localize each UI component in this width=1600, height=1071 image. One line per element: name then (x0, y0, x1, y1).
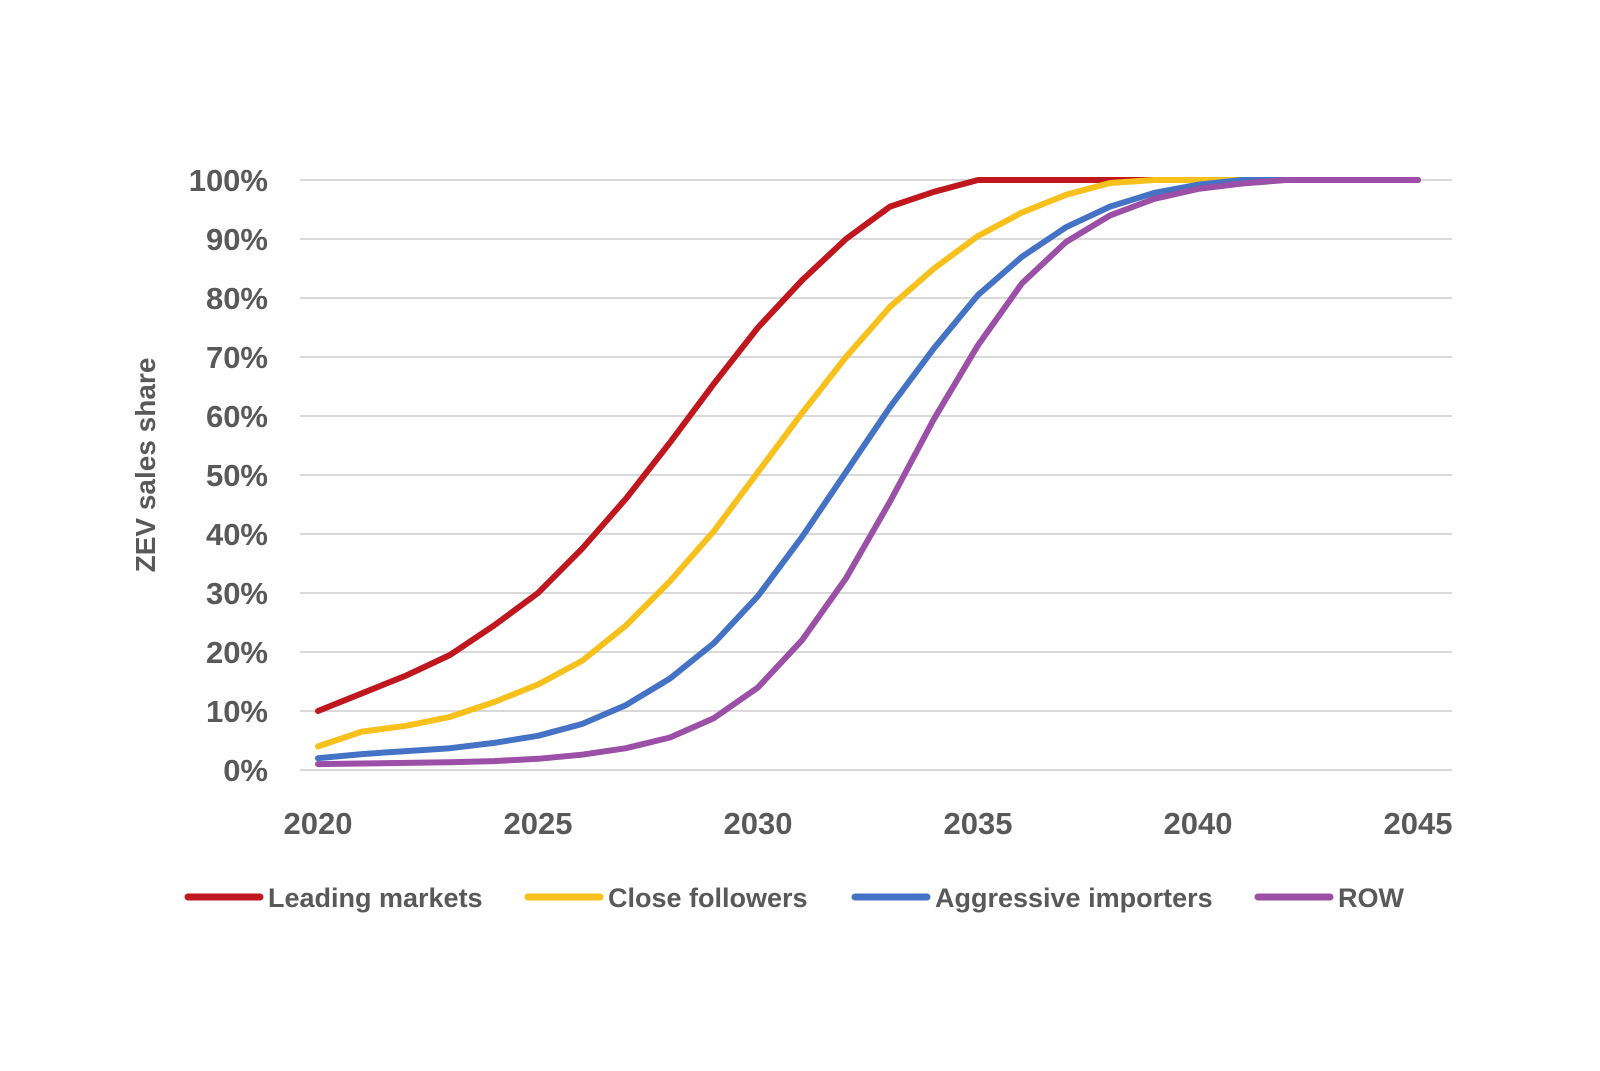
y-tick-label-60: 60% (206, 399, 268, 434)
legend-item-row: ROW (1254, 883, 1405, 913)
legend-label-leading-markets: Leading markets (268, 883, 483, 913)
y-tick-label-90: 90% (206, 222, 268, 257)
series-line-aggressive-importers (315, 177, 1421, 762)
y-tick-label-30: 30% (206, 576, 268, 611)
y-tick-label-80: 80% (206, 281, 268, 316)
y-tick-label-0: 0% (223, 753, 268, 788)
x-tick-label-2020: 2020 (284, 806, 353, 841)
legend-item-leading-markets: Leading markets (184, 883, 483, 913)
legend-item-aggressive-importers: Aggressive importers (851, 883, 1213, 913)
series-line-close-followers (315, 177, 1421, 750)
series-line-row (315, 177, 1421, 768)
y-axis-title: ZEV sales share (130, 358, 161, 573)
x-tick-label-2030: 2030 (724, 806, 793, 841)
legend: Leading markets Close followers Aggressive… (184, 883, 1405, 913)
series-lines (315, 177, 1421, 768)
y-tick-label-40: 40% (206, 517, 268, 552)
x-tick-label-2045: 2045 (1384, 806, 1453, 841)
series-line-leading-markets (315, 177, 1421, 714)
legend-label-close-followers: Close followers (608, 883, 808, 913)
gridlines (300, 179, 1452, 712)
y-tick-label-100: 100% (189, 163, 268, 198)
legend-item-close-followers: Close followers (524, 883, 808, 913)
legend-label-aggressive-importers: Aggressive importers (935, 883, 1213, 913)
y-axis-ticks: 0% 10% 20% 30% 40% 50% 60% 70% 80% 90% 100% (189, 163, 268, 788)
x-tick-label-2025: 2025 (504, 806, 573, 841)
x-tick-label-2040: 2040 (1164, 806, 1233, 841)
x-axis-ticks: 2020 2025 2030 2035 2040 2045 (284, 806, 1453, 841)
y-tick-label-10: 10% (206, 694, 268, 729)
x-tick-label-2035: 2035 (944, 806, 1013, 841)
y-tick-label-20: 20% (206, 635, 268, 670)
legend-label-row: ROW (1338, 883, 1405, 913)
y-tick-label-50: 50% (206, 458, 268, 493)
y-tick-label-70: 70% (206, 340, 268, 375)
